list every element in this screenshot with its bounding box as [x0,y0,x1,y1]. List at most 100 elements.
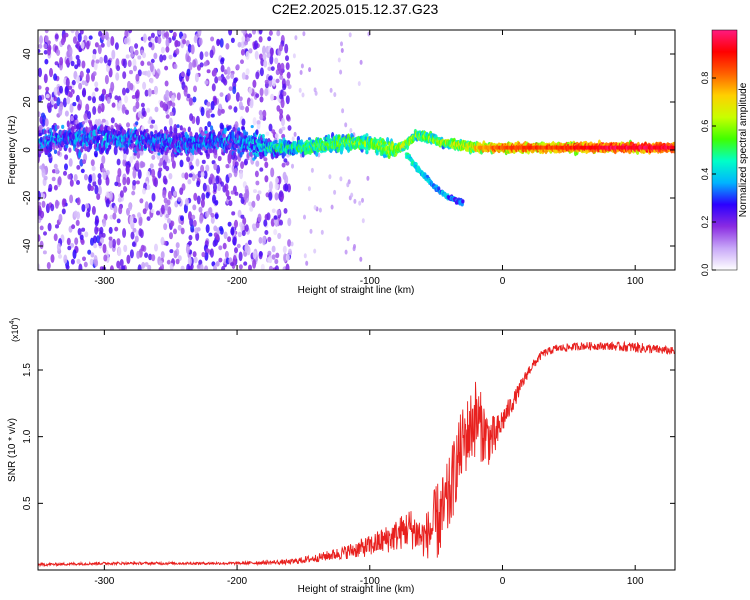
spectrogram-ridge-cell [199,152,203,156]
spectrogram-noise-blob [77,103,82,111]
spectrogram-noise-blob [255,93,260,98]
spectrogram-noise-blob [358,200,362,206]
spectrogram-noise-blob [266,52,271,59]
spectrogram-noise-blob [76,197,81,206]
spectrogram-noise-blob [71,79,76,86]
spectrogram-noise-blob [134,43,139,49]
spectrogram-noise-blob [79,70,84,78]
spectrogram-noise-blob [228,172,233,178]
spectrogram-noise-blob [204,51,209,57]
spectrogram-noise-blob [252,79,257,88]
spectrogram-noise-blob [193,256,198,264]
spectrogram-noise-blob [188,97,193,106]
spectrogram-noise-blob [69,179,74,187]
spectrogram-noise-blob [53,184,58,191]
spectrogram-noise-blob [245,189,250,199]
spectrogram-noise-blob [252,30,256,35]
spectrogram-noise-blob [92,71,97,77]
spectrogram-noise-blob [91,172,96,183]
spectrogram-noise-blob [38,124,43,131]
spectrogram-ridge-cell [179,152,183,156]
spectrogram-noise-blob [274,133,279,139]
spectrogram-noise-blob [180,265,185,270]
spectrogram-noise-blob [84,231,89,238]
spectrogram-noise-blob [231,211,236,216]
spectrogram-noise-blob [41,168,46,179]
spectrogram-noise-blob [164,154,169,163]
spectrogram-noise-blob [279,93,284,100]
spectrogram-noise-blob [94,259,99,267]
spectrogram-noise-blob [73,174,78,182]
spectrogram-noise-blob [264,79,269,84]
spectrogram-noise-blob [130,53,135,58]
spectrogram-noise-blob [212,239,217,248]
spectrogram-noise-blob [158,167,163,172]
spectrogram-ridge-cell [95,147,99,152]
spectrogram-noise-blob [210,113,215,118]
spectrogram-noise-blob [282,91,287,97]
spectrogram-noise-blob [281,117,285,127]
spectrogram-noise-blob [269,54,274,65]
spectrogram-noise-blob [249,99,254,109]
spectrogram-noise-blob [200,171,205,178]
spectrogram-noise-blob [307,186,311,192]
chart-title: C2E2.2025.015.12.37.G23 [272,1,439,17]
spectrogram-noise-blob [76,58,81,66]
spectrogram-noise-blob [38,43,43,49]
spectrogram-noise-blob [227,236,232,243]
spectrogram-noise-blob [73,210,78,218]
spectrogram-y-tick-label: 20 [22,96,33,108]
spectrogram-noise-blob [53,163,58,169]
spectrogram-noise-blob [39,35,43,45]
spectrogram-noise-blob [116,218,121,224]
spectrogram-y-tick-label: -20 [22,190,33,205]
spectrogram-noise-blob [247,239,252,246]
spectrogram-noise-blob [284,183,289,192]
spectrogram-noise-blob [302,31,306,37]
spectrogram-noise-blob [245,106,250,113]
spectrogram-ridge-cell [135,121,139,126]
spectrogram-noise-blob [234,247,238,254]
spectrogram-noise-blob [193,192,198,201]
spectrogram-noise-blob [81,80,86,85]
spectrogram-ridge-cell [135,130,140,136]
spectrogram-noise-blob [111,49,116,60]
spectrogram-noise-blob [144,201,149,212]
spectrogram-noise-blob [165,89,170,98]
spectrogram-noise-blob [126,176,131,186]
spectrogram-noise-blob [337,57,341,63]
spectrogram-noise-blob [209,173,214,180]
spectrogram-noise-blob [218,257,223,263]
spectrogram-noise-blob [44,118,49,127]
spectrogram-noise-blob [196,180,201,188]
spectrogram-noise-blob [97,173,102,179]
spectrogram-noise-blob [119,259,124,267]
spectrogram-noise-blob [63,254,68,264]
spectrogram-noise-blob [147,264,152,270]
spectrogram-noise-blob [163,32,168,38]
spectrogram-noise-blob [76,180,80,185]
spectrogram-noise-blob [171,102,176,108]
spectrogram-y-tick-label: -40 [22,238,33,253]
spectrogram-noise-blob [110,81,115,92]
spectrogram-noise-blob [154,177,158,188]
spectrogram-noise-blob [249,206,254,212]
spectrogram-noise-blob [137,212,141,218]
spectrogram-noise-blob [276,105,281,112]
spectrogram-noise-blob [111,102,116,108]
spectrogram-noise-blob [168,117,173,127]
spectrogram-noise-blob [70,243,75,248]
spectrogram-noise-blob [55,167,59,175]
spectrogram-noise-blob [188,240,192,246]
spectrogram-noise-blob [216,38,221,47]
spectrogram-noise-blob [259,67,264,77]
spectrogram-noise-blob [70,258,75,265]
spectrogram-noise-blob [211,83,216,92]
spectrogram-noise-blob [273,215,278,220]
spectrogram-noise-blob [259,96,264,103]
spectrogram-noise-blob [104,74,109,85]
spectrogram-ridge-cell [209,148,213,154]
spectrogram-noise-blob [105,198,110,208]
spectrogram-ridge-cell [261,134,265,139]
